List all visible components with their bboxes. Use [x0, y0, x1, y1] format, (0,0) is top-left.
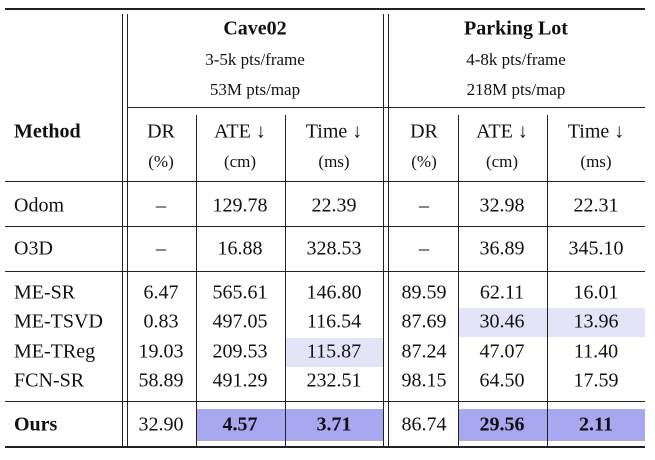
- cell-value: 11.40: [573, 340, 619, 363]
- cell-value: 16.88: [217, 237, 263, 260]
- cell-value: 232.51: [306, 369, 362, 392]
- horizontal-rule: [127, 107, 645, 108]
- highlight: [459, 409, 547, 441]
- method-name: O3D: [14, 237, 53, 260]
- group-title: Cave02: [223, 17, 287, 40]
- cell-value: 2.11: [579, 413, 613, 436]
- cell-value: 116.54: [306, 310, 362, 333]
- cell-value: 86.74: [401, 413, 447, 436]
- highlight: [197, 409, 285, 441]
- highlight: [459, 307, 547, 337]
- group-subtitle: 3-5k pts/frame: [205, 50, 305, 69]
- cell-value: 89.59: [401, 281, 447, 304]
- cell-value: 62.11: [479, 281, 525, 304]
- cell-value: 115.87: [306, 340, 362, 363]
- horizontal-rule: [5, 8, 645, 10]
- vertical-rule: [196, 115, 197, 446]
- group-title: Parking Lot: [464, 17, 568, 40]
- cell-value: 22.39: [311, 194, 357, 217]
- highlight: [548, 409, 645, 441]
- cell-value: 47.07: [479, 340, 525, 363]
- cell-value: 3.71: [316, 413, 352, 436]
- vertical-rule: [547, 115, 548, 446]
- cell-value: 36.89: [479, 237, 525, 260]
- cell-value: 64.50: [479, 369, 525, 392]
- metric-name: Time ↓: [305, 120, 363, 143]
- cell-value: 328.53: [306, 237, 362, 260]
- method-name: Ours: [14, 413, 58, 436]
- cell-value: 19.03: [138, 340, 184, 363]
- highlight: [286, 337, 383, 367]
- cell-value: 209.53: [212, 340, 268, 363]
- metric-name: DR: [410, 120, 438, 143]
- cell-value: 491.29: [212, 369, 268, 392]
- horizontal-rule: [5, 401, 645, 402]
- cell-value: –: [419, 237, 429, 260]
- cell-value: 129.78: [212, 194, 268, 217]
- vertical-rule: [127, 14, 128, 446]
- highlight: [286, 409, 383, 441]
- group-subtitle: 4-8k pts/frame: [466, 50, 566, 69]
- metric-unit: (ms): [580, 152, 612, 171]
- method-name: FCN-SR: [14, 369, 85, 392]
- vertical-rule: [388, 14, 389, 446]
- method-name: ME-TSVD: [14, 310, 103, 333]
- cell-value: 345.10: [568, 237, 624, 260]
- group-subtitle: 218M pts/map: [466, 80, 566, 99]
- horizontal-rule: [5, 181, 645, 182]
- cell-value: 497.05: [212, 310, 268, 333]
- horizontal-rule: [5, 226, 645, 227]
- cell-value: –: [419, 194, 429, 217]
- cell-value: 98.15: [401, 369, 447, 392]
- vertical-rule: [383, 14, 384, 446]
- metric-name: ATE ↓: [476, 120, 528, 143]
- group-subtitle: 53M pts/map: [209, 80, 301, 99]
- cell-value: 146.80: [306, 281, 362, 304]
- method-name: ME-SR: [14, 281, 76, 304]
- cell-value: 565.61: [212, 281, 268, 304]
- vertical-rule: [285, 115, 286, 446]
- metric-name: Time ↓: [567, 120, 625, 143]
- horizontal-rule: [5, 271, 645, 272]
- cell-value: 58.89: [138, 369, 184, 392]
- vertical-rule: [458, 115, 459, 446]
- cell-value: 32.90: [138, 413, 184, 436]
- cell-value: 29.56: [479, 413, 525, 436]
- cell-value: –: [156, 237, 166, 260]
- metric-unit: (cm): [485, 152, 519, 171]
- metric-name: ATE ↓: [214, 120, 266, 143]
- cell-value: 17.59: [573, 369, 619, 392]
- cell-value: 13.96: [573, 310, 619, 333]
- metric-unit: (%): [411, 152, 437, 171]
- cell-value: 4.57: [222, 413, 258, 436]
- vertical-rule: [122, 14, 123, 446]
- metric-unit: (%): [148, 152, 174, 171]
- highlight: [548, 307, 645, 337]
- cell-value: 22.31: [573, 194, 619, 217]
- cell-value: 6.47: [143, 281, 179, 304]
- method-name: ME-TReg: [14, 340, 96, 363]
- cell-value: 32.98: [479, 194, 525, 217]
- metric-unit: (ms): [318, 152, 350, 171]
- metric-unit: (cm): [223, 152, 257, 171]
- cell-value: 87.24: [401, 340, 447, 363]
- method-header: Method: [14, 120, 81, 143]
- cell-value: 0.83: [143, 310, 179, 333]
- horizontal-rule: [5, 446, 645, 448]
- metric-name: DR: [147, 120, 175, 143]
- cell-value: 30.46: [479, 310, 525, 333]
- method-name: Odom: [14, 194, 64, 217]
- cell-value: –: [156, 194, 166, 217]
- cell-value: 87.69: [401, 310, 447, 333]
- cell-value: 16.01: [573, 281, 619, 304]
